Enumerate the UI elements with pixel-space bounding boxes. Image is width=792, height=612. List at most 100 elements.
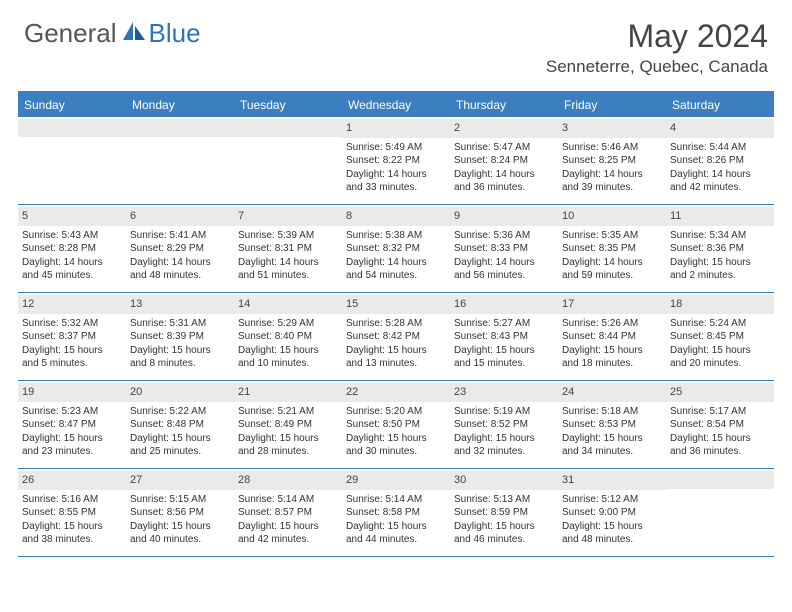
- day-number: 17: [558, 295, 666, 314]
- sunset-text: Sunset: 8:57 PM: [238, 506, 338, 520]
- sunset-text: Sunset: 8:54 PM: [670, 418, 770, 432]
- calendar-cell: 2Sunrise: 5:47 AMSunset: 8:24 PMDaylight…: [450, 117, 558, 205]
- dl2-text: and 28 minutes.: [238, 445, 338, 459]
- sunrise-text: Sunrise: 5:27 AM: [454, 317, 554, 331]
- dl1-text: Daylight: 15 hours: [670, 432, 770, 446]
- day-number: [126, 119, 234, 137]
- calendar-cell: 23 Sunrise: 5:19 AMSunset: 8:52 PMDayligh…: [450, 381, 558, 469]
- dl1-text: Daylight: 15 hours: [454, 520, 554, 534]
- dl2-text: and 40 minutes.: [130, 533, 230, 547]
- dayhead: Monday: [126, 93, 234, 117]
- day-number: 8: [342, 207, 450, 226]
- day-number: 9: [450, 207, 558, 226]
- dl2-text: and 59 minutes.: [562, 269, 662, 283]
- dl2-text: and 42 minutes.: [238, 533, 338, 547]
- dl2-text: and 39 minutes.: [562, 181, 662, 195]
- dayhead: Saturday: [666, 93, 774, 117]
- day-number: [234, 119, 342, 137]
- sunset-text: Sunset: 8:29 PM: [130, 242, 230, 256]
- sunset-text: Sunset: 8:52 PM: [454, 418, 554, 432]
- calendar-cell: 4Sunrise: 5:44 AMSunset: 8:26 PMDaylight…: [666, 117, 774, 205]
- sunrise-text: Sunrise: 5:35 AM: [562, 229, 662, 243]
- dl1-text: Daylight: 15 hours: [238, 344, 338, 358]
- month-title: May 2024: [546, 18, 768, 55]
- day-number: 3: [558, 119, 666, 138]
- calendar-cell: 6Sunrise: 5:41 AMSunset: 8:29 PMDaylight…: [126, 205, 234, 293]
- sunrise-text: Sunrise: 5:15 AM: [130, 493, 230, 507]
- dl1-text: Daylight: 15 hours: [22, 432, 122, 446]
- dl1-text: Daylight: 15 hours: [454, 432, 554, 446]
- sunset-text: Sunset: 8:42 PM: [346, 330, 446, 344]
- calendar-cell: 26Sunrise: 5:16 AMSunset: 8:55 PMDayligh…: [18, 469, 126, 557]
- dl1-text: Daylight: 14 hours: [562, 256, 662, 270]
- day-number: [18, 119, 126, 137]
- sunrise-text: Sunrise: 5:20 AM: [346, 405, 446, 419]
- calendar-cell: 15Sunrise: 5:28 AMSunset: 8:42 PMDayligh…: [342, 293, 450, 381]
- day-number: 2: [450, 119, 558, 138]
- sunrise-text: Sunrise: 5:32 AM: [22, 317, 122, 331]
- dl2-text: and 36 minutes.: [454, 181, 554, 195]
- sunrise-text: Sunrise: 5:26 AM: [562, 317, 662, 331]
- calendar-cell: [234, 117, 342, 205]
- dl2-text: and 54 minutes.: [346, 269, 446, 283]
- sunrise-text: Sunrise: 5:19 AM: [454, 405, 554, 419]
- day-number: 23: [450, 383, 558, 402]
- day-number: 15: [342, 295, 450, 314]
- brand-logo: General Blue: [24, 18, 201, 49]
- sunrise-text: Sunrise: 5:34 AM: [670, 229, 770, 243]
- dl1-text: Daylight: 14 hours: [130, 256, 230, 270]
- calendar-cell: 20Sunrise: 5:22 AMSunset: 8:48 PMDayligh…: [126, 381, 234, 469]
- sunrise-text: Sunrise: 5:46 AM: [562, 141, 662, 155]
- calendar-cell: [126, 117, 234, 205]
- dayhead: Wednesday: [342, 93, 450, 117]
- calendar-cell: [18, 117, 126, 205]
- dl1-text: Daylight: 15 hours: [346, 432, 446, 446]
- calendar-grid: SundayMondayTuesdayWednesdayThursdayFrid…: [18, 91, 774, 557]
- day-number: 12: [18, 295, 126, 314]
- sunset-text: Sunset: 8:24 PM: [454, 154, 554, 168]
- sunrise-text: Sunrise: 5:13 AM: [454, 493, 554, 507]
- dl1-text: Daylight: 15 hours: [454, 344, 554, 358]
- dl1-text: Daylight: 15 hours: [238, 520, 338, 534]
- dl2-text: and 8 minutes.: [130, 357, 230, 371]
- calendar-cell: 9Sunrise: 5:36 AMSunset: 8:33 PMDaylight…: [450, 205, 558, 293]
- sunrise-text: Sunrise: 5:44 AM: [670, 141, 770, 155]
- calendar-cell: 1Sunrise: 5:49 AMSunset: 8:22 PMDaylight…: [342, 117, 450, 205]
- day-number: 26: [18, 471, 126, 490]
- dl2-text: and 15 minutes.: [454, 357, 554, 371]
- calendar-cell: 8Sunrise: 5:38 AMSunset: 8:32 PMDaylight…: [342, 205, 450, 293]
- dl2-text: and 34 minutes.: [562, 445, 662, 459]
- sunset-text: Sunset: 8:26 PM: [670, 154, 770, 168]
- sunset-text: Sunset: 8:39 PM: [130, 330, 230, 344]
- sunset-text: Sunset: 8:36 PM: [670, 242, 770, 256]
- day-number: 10: [558, 207, 666, 226]
- dl1-text: Daylight: 15 hours: [346, 520, 446, 534]
- sunset-text: Sunset: 8:25 PM: [562, 154, 662, 168]
- sunset-text: Sunset: 8:47 PM: [22, 418, 122, 432]
- calendar-cell: 30Sunrise: 5:13 AMSunset: 8:59 PMDayligh…: [450, 469, 558, 557]
- day-number: 21: [234, 383, 342, 402]
- dl2-text: and 48 minutes.: [562, 533, 662, 547]
- day-number: 16: [450, 295, 558, 314]
- dl2-text: and 42 minutes.: [670, 181, 770, 195]
- day-number: 4: [666, 119, 774, 138]
- sunrise-text: Sunrise: 5:28 AM: [346, 317, 446, 331]
- sunrise-text: Sunrise: 5:31 AM: [130, 317, 230, 331]
- calendar-cell: 22Sunrise: 5:20 AMSunset: 8:50 PMDayligh…: [342, 381, 450, 469]
- sunset-text: Sunset: 8:48 PM: [130, 418, 230, 432]
- dl2-text: and 20 minutes.: [670, 357, 770, 371]
- sail-icon: [121, 20, 147, 47]
- sunrise-text: Sunrise: 5:12 AM: [562, 493, 662, 507]
- dayhead: Thursday: [450, 93, 558, 117]
- day-number: 25: [666, 383, 774, 402]
- sunrise-text: Sunrise: 5:29 AM: [238, 317, 338, 331]
- brand-text-blue: Blue: [149, 18, 201, 49]
- dayhead: Tuesday: [234, 93, 342, 117]
- dl2-text: and 13 minutes.: [346, 357, 446, 371]
- dl2-text: and 32 minutes.: [454, 445, 554, 459]
- sunrise-text: Sunrise: 5:39 AM: [238, 229, 338, 243]
- calendar-cell: 11Sunrise: 5:34 AMSunset: 8:36 PMDayligh…: [666, 205, 774, 293]
- dl2-text: and 10 minutes.: [238, 357, 338, 371]
- sunset-text: Sunset: 8:59 PM: [454, 506, 554, 520]
- day-number: 24: [558, 383, 666, 402]
